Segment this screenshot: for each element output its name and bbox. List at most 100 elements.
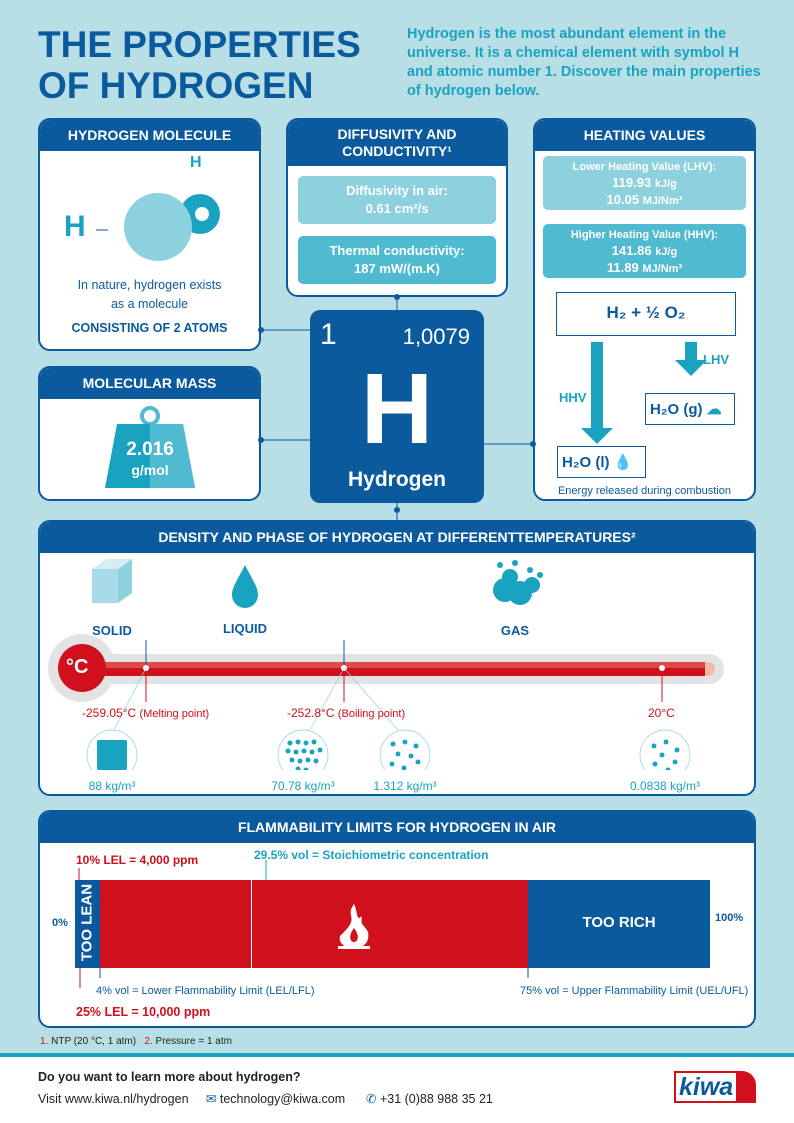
phase-liquid: LIQUID <box>222 621 268 636</box>
molecular-mass-card: MOLECULAR MASS 2.016 g/mol <box>38 366 261 501</box>
density-gas-boiling: 1.312 kg/m³ <box>373 779 437 793</box>
density-solid: 88 kg/m³ <box>88 779 136 793</box>
bubbles-icon <box>493 560 543 605</box>
celsius-icon: °C <box>66 656 89 678</box>
value: 141.86 <box>611 243 652 258</box>
water-gas-box: H₂O (g) ☁ <box>645 393 735 425</box>
too-rich-label: TOO RICH <box>582 914 656 931</box>
element-name: Hydrogen <box>347 468 446 491</box>
footnote-number: 2. <box>144 1036 153 1047</box>
footnote-text: Pressure = 1 atm <box>155 1036 232 1047</box>
phase-icons <box>92 559 543 608</box>
unit: kJ/g <box>655 246 678 258</box>
footnote-text: NTP (20 °C, 1 atm) <box>51 1036 137 1047</box>
value: 2.016 <box>126 439 174 460</box>
flammability-leaders <box>78 860 529 988</box>
label: Lower Heating Value (LHV): <box>572 161 717 173</box>
too-rich-segment <box>528 880 710 968</box>
text: In nature, hydrogen exists <box>77 278 222 292</box>
kiwa-logo-text: kiwa <box>676 1073 737 1101</box>
footer-question: Do you want to learn more about hydrogen… <box>38 1070 301 1084</box>
atom-label: H <box>190 154 202 171</box>
phase-gas: GAS <box>500 623 530 638</box>
element-symbol: H <box>360 353 434 465</box>
value: 10.05 <box>606 192 640 207</box>
droplet-icon: 💧 <box>613 454 633 471</box>
cube-icon <box>92 559 132 603</box>
footnotes: 1. NTP (20 °C, 1 atm) 2. Pressure = 1 at… <box>40 1036 232 1047</box>
note: (Boiling point) <box>337 708 406 720</box>
stoich-label: 29.5% vol = Stoichiometric concentration <box>254 848 489 862</box>
phone-icon: ✆ <box>365 1092 377 1106</box>
conductivity-box: Thermal conductivity: 187 mW/(m.K) <box>298 236 496 284</box>
connector-lines <box>258 294 536 520</box>
text: as a molecule <box>110 297 189 311</box>
card-header: DENSITY AND PHASE OF HYDROGEN AT DIFFERE… <box>40 522 754 553</box>
room-temp-label: 20°C <box>648 706 675 720</box>
mass-value: 2.016 g/mol <box>100 440 200 480</box>
label: H₂O (l) <box>562 454 610 471</box>
unit: MJ/Nm³ <box>642 195 683 207</box>
hhv-box: Higher Heating Value (HHV): 141.86 kJ/g … <box>543 224 746 278</box>
caption: Energy released during combustion <box>557 485 732 497</box>
label: H₂O (g) <box>650 401 703 418</box>
label: Thermal conductivity: <box>329 243 465 258</box>
card-header: DIFFUSIVITY AND CONDUCTIVITY¹ <box>288 120 506 166</box>
arrows-icon <box>581 342 707 444</box>
molecule-icon <box>96 193 220 261</box>
unit: g/mol <box>131 462 169 478</box>
hhv-label: HHV <box>559 390 587 405</box>
boiling-label: -252.8°C (Boiling point) <box>287 706 405 720</box>
melting-label: -259.05°C (Melting point) <box>82 706 209 720</box>
note: (Melting point) <box>139 708 210 720</box>
value: 187 mW/(m.K) <box>354 261 440 276</box>
water-liquid-box: H₂O (l) 💧 <box>557 446 646 478</box>
phase-solid: SOLID <box>92 623 132 638</box>
footnote-number: 1. <box>40 1036 49 1047</box>
email-link[interactable]: technology@kiwa.com <box>219 1092 346 1106</box>
hundred-percent-label: 100% <box>715 912 744 924</box>
lel25-label: 25% LEL = 10,000 ppm <box>76 1005 211 1019</box>
molecule-text: In nature, hydrogen exists as a molecule… <box>40 276 259 338</box>
too-lean-segment <box>75 880 100 968</box>
lel-label: 4% vol = Lower Flammability Limit (LEL/L… <box>96 985 315 997</box>
zero-percent-label: 0% <box>52 917 68 929</box>
reaction-box: H₂ + ½ O₂ <box>556 292 736 336</box>
thermometer <box>48 634 724 770</box>
value: 119.93 <box>612 175 652 190</box>
steam-icon: ☁ <box>706 401 722 418</box>
intro-text: Hydrogen is the most abundant element in… <box>407 26 761 99</box>
value: 0.61 cm²/s <box>365 201 429 216</box>
droplet-icon <box>232 565 258 608</box>
page-title: THE PROPERTIES OF HYDROGEN <box>38 24 361 106</box>
email-icon: ✉ <box>205 1092 217 1106</box>
footer: Do you want to learn more about hydrogen… <box>0 1053 794 1123</box>
diffusivity-box: Diffusivity in air: 0.61 cm²/s <box>298 176 496 224</box>
footer-contacts: Visit www.kiwa.nl/hydrogen ✉ technology@… <box>38 1091 493 1106</box>
website-link[interactable]: Visit www.kiwa.nl/hydrogen <box>38 1092 189 1106</box>
lel10-label: 10% LEL = 4,000 ppm <box>76 853 199 867</box>
title-line: THE PROPERTIES <box>38 24 361 65</box>
phone-number: +31 (0)88 988 35 21 <box>379 1092 493 1106</box>
atom-label: H <box>64 210 86 243</box>
card-header: MOLECULAR MASS <box>40 368 259 399</box>
value: -259.05°C <box>82 706 137 720</box>
title-line: OF HYDROGEN <box>38 65 314 106</box>
heating-values-card: HEATING VALUES Lower Heating Value (LHV)… <box>533 118 756 501</box>
card-header: HYDROGEN MOLECULE <box>40 120 259 151</box>
text: CONSISTING OF 2 ATOMS <box>71 321 228 335</box>
label: Higher Heating Value (HHV): <box>570 229 719 241</box>
flammability-bar: TOO LEAN TOO RICH <box>75 880 710 968</box>
weight-icon <box>105 406 195 488</box>
atomic-weight: 1,0079 <box>402 324 470 349</box>
value: -252.8°C <box>287 706 335 720</box>
lhv-box: Lower Heating Value (LHV): 119.93 kJ/g 1… <box>543 156 746 210</box>
value: 11.89 <box>606 260 639 275</box>
unit: MJ/Nm³ <box>642 263 683 275</box>
unit: kJ/g <box>654 178 677 190</box>
density-liquid: 70.78 kg/m³ <box>271 779 335 793</box>
atomic-number: 1 <box>320 318 337 351</box>
flammable-segment <box>100 880 528 968</box>
card-header: FLAMMABILITY LIMITS FOR HYDROGEN IN AIR <box>40 812 754 843</box>
label: Diffusivity in air: <box>346 183 448 198</box>
